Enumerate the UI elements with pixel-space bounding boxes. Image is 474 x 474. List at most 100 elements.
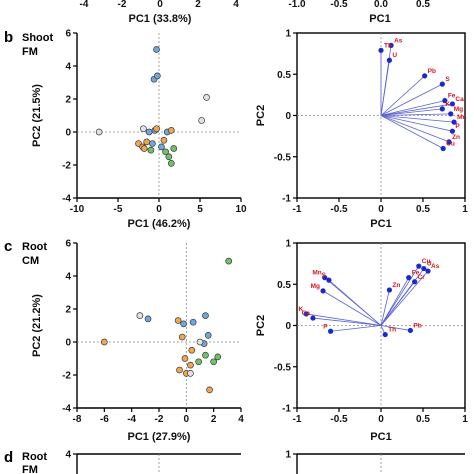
tick-label: 2 (195, 0, 201, 10)
score-point-orange (160, 136, 168, 144)
loading-point (407, 327, 413, 334)
panel-tag-d-line2: FM (22, 464, 38, 474)
x-tick-label: -10 (70, 204, 85, 215)
top-right-tick-labels: -1.0 -0.5 0.0 0.5 (288, 0, 430, 10)
score-point-green (147, 146, 155, 154)
y-tick-label: -1 (282, 194, 291, 205)
top-strip: -4 -2 0 2 4 PC1 (33.8%) -1.0 -0.5 0.0 0.5 PC1 (80, 0, 431, 25)
chart-d-loadings: 1 (285, 450, 465, 474)
loading-point (386, 57, 392, 63)
loading-point (449, 101, 455, 107)
loading-label: Fe (448, 93, 456, 100)
y-tick-label: 0.5 (277, 70, 291, 81)
panel-tag-d-line1: Root (22, 451, 47, 463)
loading-point (422, 73, 428, 79)
loading-vector (380, 325, 411, 331)
score-point-green (202, 351, 209, 359)
x-tick-label: 0.5 (416, 204, 430, 215)
y-tick-label: 0 (65, 338, 71, 349)
y-tick-label: 0.5 (277, 280, 291, 291)
x-tick-label: -8 (73, 414, 82, 425)
score-point-green (210, 358, 218, 366)
y-tick-label: 4 (65, 272, 71, 283)
x-axis-title: PC1 (46.2%) (128, 218, 191, 230)
loading-point (328, 328, 334, 334)
score-point-orange (188, 346, 196, 354)
x-tick-label: 0 (156, 204, 162, 215)
y-tick-label: 0 (285, 111, 291, 122)
loading-point (382, 331, 388, 338)
loading-point (406, 275, 412, 281)
tick-label: 0 (157, 0, 163, 10)
loading-label: K (299, 306, 304, 313)
loading-vector (380, 100, 445, 116)
y-tick-label: 1 (285, 450, 291, 461)
chart-d-scores: 4 (65, 450, 241, 474)
x-tick-label: -0.5 (330, 414, 348, 425)
score-point-green (162, 148, 169, 156)
panel-tag-c-line2: CM (22, 255, 39, 267)
y-axis-title: PC2 (255, 105, 267, 126)
loading-label: Pb (428, 68, 436, 75)
y-tick-label: 6 (65, 239, 71, 250)
loading-label: As (431, 263, 440, 270)
loading-vector (306, 313, 382, 326)
score-point-green (170, 145, 178, 152)
loading-vector (380, 75, 425, 116)
y-tick-label: 4 (65, 450, 71, 461)
chart-c-scores: -8 -6 -4 -2 0 2 4 -4 -2 0 2 4 6 PC1 (27.9%) PC2 (21.2%… (31, 239, 244, 444)
loading-point (412, 279, 418, 285)
loading-label: Th (384, 42, 392, 49)
score-point-blue (158, 143, 165, 151)
loading-point (451, 119, 457, 125)
loading-point (388, 42, 394, 48)
loading-point (449, 128, 455, 134)
x-tick-label: 0 (378, 204, 384, 215)
loading-point (326, 277, 332, 283)
loading-label: P (323, 323, 328, 330)
score-point-green (225, 257, 233, 265)
x-tick-label: 1 (462, 414, 468, 425)
loading-label: Fe (412, 270, 420, 277)
loading-vector (380, 281, 415, 326)
score-point-blue (153, 46, 160, 53)
loading-point (440, 145, 446, 152)
top-right-xlabel: PC1 (369, 13, 390, 25)
x-tick-label: -0.5 (330, 204, 348, 215)
loading-label: Mg (311, 283, 320, 290)
panel-letter-d: d (4, 449, 13, 466)
score-point-grey (187, 370, 194, 377)
loading-point (322, 275, 328, 281)
x-tick-label: 1 (462, 204, 468, 215)
x-axis-title: PC1 (370, 431, 391, 443)
score-point-orange (181, 355, 189, 362)
loading-vector (380, 115, 453, 132)
y-tick-label: -2 (62, 371, 71, 382)
tick-label: 0.0 (374, 0, 388, 10)
x-tick-label: -1 (293, 414, 302, 425)
tick-label: 4 (233, 0, 239, 10)
loading-vector (380, 115, 450, 143)
loading-point (421, 265, 427, 272)
y-tick-label: -4 (62, 194, 71, 205)
loading-label: U (392, 52, 397, 59)
loading-label: U (427, 261, 432, 268)
loading-vector (380, 270, 429, 326)
panel-tag-c-line1: Root (22, 241, 47, 253)
score-point-grey (198, 117, 205, 124)
x-tick-label: -6 (100, 414, 109, 425)
score-point-blue (154, 72, 161, 80)
loading-point (386, 287, 392, 293)
loading-vector (322, 290, 382, 326)
panel-tag-b-line2: FM (22, 46, 38, 58)
tick-label: -2 (118, 0, 127, 10)
x-axis-title: PC1 (27.9%) (128, 431, 191, 443)
score-point-orange (174, 317, 182, 324)
score-point-orange (100, 338, 108, 346)
loading-point (439, 106, 445, 112)
score-point-grey (136, 312, 144, 319)
loading-vector (380, 60, 390, 116)
loading-label: P (455, 123, 460, 130)
loading-label: Cu (422, 258, 431, 265)
x-tick-label: -1 (293, 204, 302, 215)
